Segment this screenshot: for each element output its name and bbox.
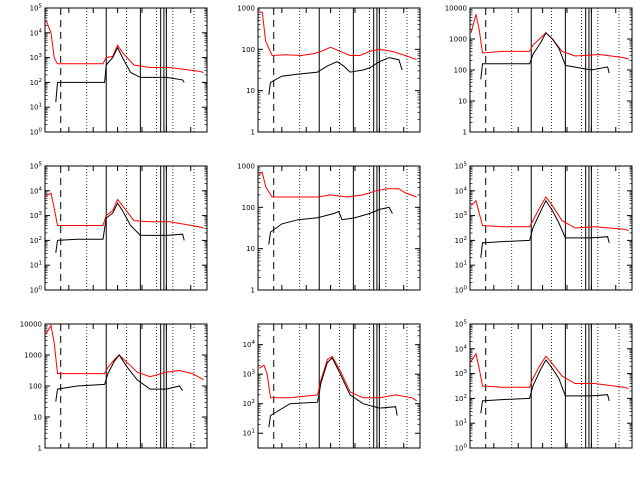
detector-panel: 1 10 100 1000 xyxy=(237,163,421,295)
y-tick-label: 101 xyxy=(455,419,467,428)
lld-series-line xyxy=(470,352,629,389)
plot-frame xyxy=(469,323,633,449)
plot-frame xyxy=(44,323,208,449)
y-tick-label: 104 xyxy=(455,186,468,195)
detector-panel: 100 101 102 103 104 105 xyxy=(30,4,208,137)
y-tick-label: 10 xyxy=(458,98,467,106)
events-series-line xyxy=(55,202,185,253)
detector-panel: 101 102 103 104 xyxy=(243,323,421,449)
events-series-line xyxy=(55,46,185,103)
y-tick-label: 105 xyxy=(30,162,43,171)
y-tick-label: 10 xyxy=(246,87,255,95)
y-tick-label: 100 xyxy=(455,444,468,453)
plot-frame xyxy=(44,165,208,291)
events-series-line xyxy=(480,199,610,258)
y-tick-label: 100 xyxy=(30,286,43,295)
y-tick-label: 101 xyxy=(243,429,255,438)
y-tick-label: 102 xyxy=(243,399,255,408)
y-tick-label: 100 xyxy=(455,286,468,295)
lld-series-line xyxy=(258,171,417,198)
y-tick-label: 105 xyxy=(455,162,468,171)
y-tick-label: 1 xyxy=(463,129,467,137)
y-tick-label: 101 xyxy=(30,261,42,270)
plot-frame xyxy=(469,7,633,133)
lld-series-line xyxy=(470,196,629,231)
lld-series-line xyxy=(258,355,417,402)
y-tick-label: 103 xyxy=(30,53,43,62)
y-tick-label: 102 xyxy=(30,236,42,245)
y-tick-label: 101 xyxy=(455,261,467,270)
detector-panel: 100 101 102 103 104 105 xyxy=(30,162,208,295)
y-tick-label: 1000 xyxy=(237,5,255,13)
y-tick-label: 1000 xyxy=(24,352,42,360)
detector-panel: 1 10 100 1000 xyxy=(237,5,421,137)
y-tick-label: 104 xyxy=(243,340,256,349)
y-tick-label: 102 xyxy=(455,394,467,403)
y-tick-label: 10000 xyxy=(20,321,42,329)
y-tick-label: 100 xyxy=(242,46,255,54)
lld-series-line xyxy=(45,324,204,381)
lld-series-line xyxy=(45,20,204,73)
events-series-line xyxy=(55,354,184,402)
y-tick-label: 103 xyxy=(455,211,468,220)
y-tick-label: 1 xyxy=(251,129,255,137)
y-tick-label: 1 xyxy=(251,287,255,295)
y-tick-label: 100 xyxy=(242,204,255,212)
y-tick-label: 1 xyxy=(38,445,42,453)
events-series-line xyxy=(268,206,393,245)
y-tick-label: 10 xyxy=(33,414,42,422)
y-tick-label: 1000 xyxy=(449,36,467,44)
y-tick-label: 101 xyxy=(30,103,42,112)
lld-series-line xyxy=(45,192,204,229)
events-series-line xyxy=(480,31,610,80)
plot-frame xyxy=(469,165,633,291)
plot-frame xyxy=(257,165,421,291)
y-tick-label: 1000 xyxy=(237,163,255,171)
plot-frame xyxy=(44,7,208,133)
y-tick-label: 102 xyxy=(30,78,42,87)
y-tick-label: 100 xyxy=(454,67,467,75)
y-tick-label: 104 xyxy=(455,344,468,353)
y-tick-label: 104 xyxy=(30,186,43,195)
lld-series-line xyxy=(259,11,417,61)
plot-frame xyxy=(257,7,421,133)
detector-panel: 1 10 100 1000 10000 xyxy=(20,321,208,453)
y-tick-label: 103 xyxy=(455,369,468,378)
y-tick-label: 105 xyxy=(455,320,468,329)
y-tick-label: 102 xyxy=(455,236,467,245)
y-tick-label: 105 xyxy=(30,4,43,13)
events-series-line xyxy=(268,357,398,428)
detector-panel: 100 101 102 103 104 105 xyxy=(455,162,633,295)
y-tick-label: 100 xyxy=(30,128,43,137)
detector-panel: 100 101 102 103 104 105 xyxy=(455,320,633,453)
y-tick-label: 10 xyxy=(246,245,255,253)
events-series-line xyxy=(480,359,610,414)
lld-series-line xyxy=(470,14,629,60)
events-series-line xyxy=(268,57,403,95)
plot-frame xyxy=(257,323,421,449)
y-tick-label: 104 xyxy=(30,28,43,37)
y-tick-label: 103 xyxy=(243,370,256,379)
y-tick-label: 100 xyxy=(29,383,42,391)
detector-panel: 1 10 100 1000 10000 xyxy=(445,5,633,137)
y-tick-label: 103 xyxy=(30,211,43,220)
y-tick-label: 10000 xyxy=(445,5,467,13)
